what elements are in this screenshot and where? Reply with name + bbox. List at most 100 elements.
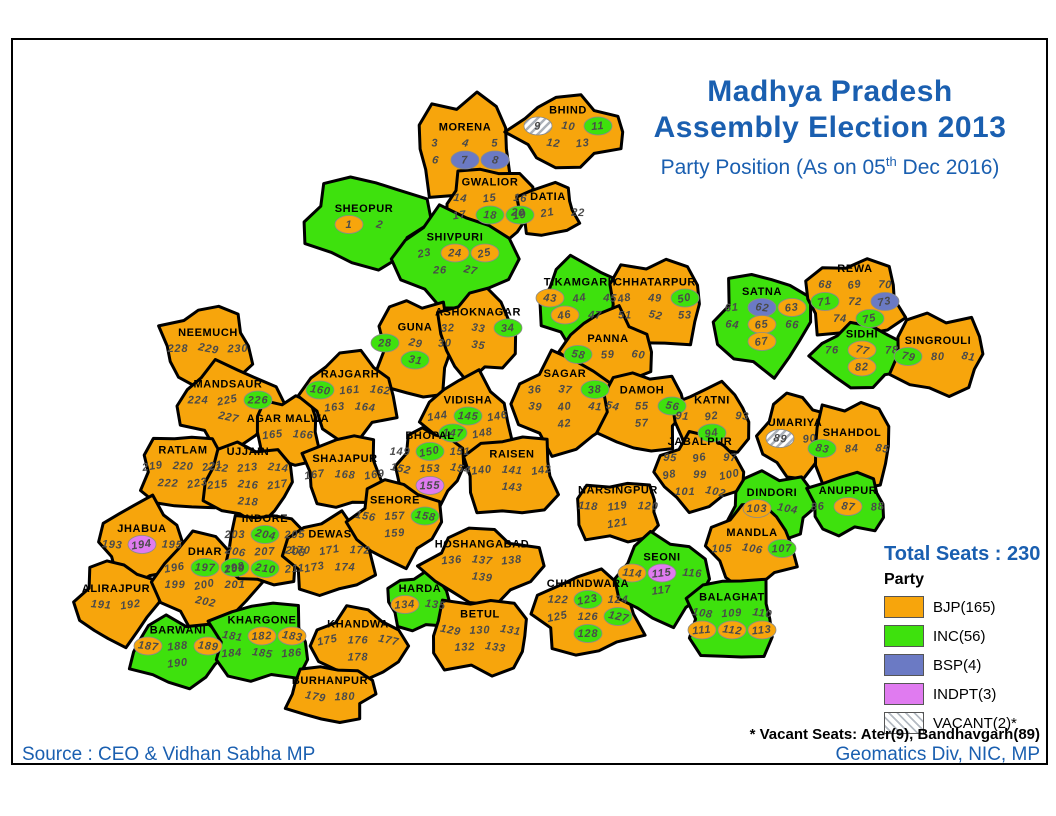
- district-label-indore: INDORE: [242, 513, 288, 525]
- seat-patch-123: [573, 590, 603, 609]
- seat-patch-8: [480, 150, 510, 170]
- seat-patch-11: [583, 116, 613, 136]
- seat-patch-197: [190, 558, 220, 577]
- seat-number-230: 230: [226, 343, 248, 356]
- seat-number-150: 150: [418, 444, 441, 460]
- seat-patch-56: [657, 396, 687, 416]
- district-raisen: [462, 435, 560, 515]
- legend: Total Seats : 230 Party BJP(165) INC(56) B…: [884, 543, 1050, 734]
- seat-number-52: 52: [648, 308, 664, 323]
- seat-patch-25: [470, 243, 500, 263]
- seat-number-175: 175: [316, 633, 339, 649]
- seat-patch-155: [415, 476, 445, 495]
- seat-number-192: 192: [119, 598, 141, 613]
- district-label-balaghat: BALAGHAT: [699, 592, 765, 604]
- seat-number-206: 206: [223, 544, 247, 560]
- seat-number-208: 208: [283, 544, 306, 559]
- seat-number-10: 10: [561, 120, 576, 134]
- seat-number-186: 186: [281, 647, 303, 661]
- seat-number-195: 195: [161, 538, 182, 551]
- legend-label-VACANT: VACANT(2)*: [933, 714, 1017, 732]
- seat-number-39: 39: [528, 400, 543, 413]
- seat-patch-7: [450, 150, 480, 170]
- seat-number-35: 35: [471, 339, 486, 353]
- district-label-rewa: REWA: [837, 263, 872, 275]
- seat-number-227: 227: [216, 409, 240, 425]
- seat-number-200: 200: [192, 577, 216, 593]
- seat-patch-43: [535, 288, 565, 308]
- seat-number-205: 205: [283, 529, 305, 542]
- seat-number-105: 105: [711, 543, 732, 556]
- seat-number-223: 223: [185, 476, 209, 492]
- seat-number-61: 61: [724, 301, 739, 314]
- seat-number-103: 103: [746, 503, 767, 515]
- seat-number-43: 43: [542, 292, 558, 305]
- seat-number-224: 224: [187, 394, 209, 406]
- seat-patch-34: [493, 318, 523, 338]
- seat-patch-113: [747, 620, 777, 640]
- seat-number-128: 128: [577, 628, 598, 640]
- seat-number-176: 176: [348, 635, 369, 647]
- seat-patch-1: [334, 215, 364, 234]
- district-label-panna: PANNA: [587, 333, 628, 345]
- seat-number-218: 218: [236, 495, 259, 508]
- vacant-color-swatch: [884, 712, 924, 734]
- seat-number-196: 196: [163, 560, 186, 575]
- district-label-ashoknagar: ASHOKNAGAR: [435, 307, 521, 319]
- credit-text: Geomatics Div, NIC, MP: [835, 744, 1040, 765]
- legend-label-INC: INC(56): [933, 627, 986, 645]
- district-label-sagar: SAGAR: [544, 368, 587, 380]
- seat-patch-9: [523, 116, 553, 136]
- seat-number-157: 157: [384, 510, 405, 523]
- district-label-bhopal: BHOPAL: [405, 430, 454, 442]
- seat-patch-111: [687, 620, 717, 640]
- seat-number-85: 85: [875, 442, 890, 456]
- seat-number-144: 144: [426, 409, 448, 424]
- seat-number-22: 22: [570, 207, 585, 220]
- seat-patch-114: [617, 563, 647, 583]
- seat-number-159: 159: [384, 527, 406, 540]
- seat-number-19: 19: [512, 209, 528, 223]
- seat-number-136: 136: [441, 554, 463, 568]
- seat-number-122: 122: [548, 594, 569, 607]
- district-label-singrouli: SINGROULI: [905, 335, 972, 347]
- seat-number-125: 125: [546, 609, 569, 625]
- seat-number-207: 207: [253, 545, 275, 558]
- district-label-mandsaur: MANDSAUR: [194, 379, 263, 391]
- seat-number-209: 209: [223, 562, 246, 575]
- bjp-color-swatch: [884, 596, 924, 618]
- seat-number-143: 143: [501, 481, 523, 494]
- seat-patch-73: [870, 292, 900, 311]
- district-label-sheopur: SHEOPUR: [335, 203, 394, 215]
- seat-number-160: 160: [309, 383, 331, 398]
- seat-number-121: 121: [606, 516, 629, 531]
- seat-number-131: 131: [499, 623, 522, 638]
- seat-patch-94: [697, 423, 727, 443]
- district-label-chhatarpur: CHHATARPUR: [614, 277, 696, 289]
- seat-number-179: 179: [304, 689, 327, 705]
- seat-number-48: 48: [616, 291, 633, 306]
- district-label-guna: GUNA: [398, 322, 433, 334]
- seat-number-182: 182: [251, 630, 272, 643]
- seat-number-147: 147: [443, 427, 464, 440]
- seat-number-3: 3: [431, 137, 438, 149]
- seat-patch-158: [410, 506, 440, 526]
- seat-number-96: 96: [692, 451, 708, 465]
- seat-patch-63: [777, 298, 807, 317]
- seat-number-27: 27: [462, 263, 479, 278]
- seat-patch-112: [717, 620, 747, 640]
- seat-number-158: 158: [414, 509, 436, 524]
- seat-number-33: 33: [471, 322, 487, 336]
- seat-number-213: 213: [236, 461, 259, 475]
- district-label-harda: HARDA: [399, 583, 442, 595]
- seat-number-32: 32: [441, 322, 455, 335]
- seat-number-31: 31: [408, 353, 424, 367]
- seat-number-183: 183: [281, 629, 303, 644]
- district-label-barwani: BARWANI: [150, 625, 207, 637]
- indpt-color-swatch: [884, 683, 924, 705]
- seat-number-88: 88: [870, 500, 885, 513]
- seat-number-155: 155: [419, 480, 440, 493]
- seat-patch-145: [453, 406, 483, 426]
- legend-row-BJP: BJP(165): [884, 596, 1050, 618]
- district-label-neemuch: NEEMUCH: [178, 327, 238, 339]
